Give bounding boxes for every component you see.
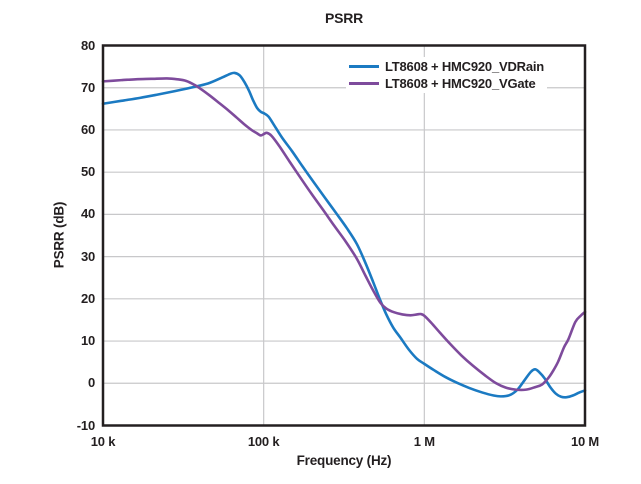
- legend-item-vgate: LT8608 + HMC920_VGate: [349, 75, 544, 92]
- legend-swatch-vdrain-line: [349, 65, 379, 68]
- legend-item-vdrain: LT8608 + HMC920_VDRain: [349, 58, 544, 75]
- y-axis-label: PSRR (dB): [51, 201, 67, 269]
- legend-label-vgate: LT8608 + HMC920_VGate: [385, 76, 536, 91]
- legend-swatch-vgate-line: [349, 82, 379, 85]
- y-tick-label: 70: [80, 79, 95, 95]
- y-tick-label: 40: [80, 206, 95, 222]
- y-tick-label: 60: [80, 121, 95, 137]
- series-line-vdrain: [101, 71, 587, 399]
- x-tick-label: 100 k: [247, 434, 280, 449]
- y-tick-label: 20: [80, 290, 95, 306]
- legend: LT8608 + HMC920_VDRain LT8608 + HMC920_V…: [346, 57, 548, 93]
- chart-title: PSRR: [324, 10, 364, 26]
- series-line-vgate: [101, 77, 587, 392]
- x-axis-label: Frequency (Hz): [296, 453, 392, 468]
- y-tick-label: -10: [76, 417, 95, 433]
- plot-border: [101, 44, 587, 427]
- y-tick-label: 10: [80, 333, 95, 349]
- x-tick-label: 10 k: [90, 434, 116, 449]
- y-tick-label: 80: [80, 37, 95, 53]
- x-tick-label: 1 M: [413, 434, 435, 449]
- y-tick-label: 50: [80, 164, 95, 180]
- x-tick-label: 10 M: [570, 434, 600, 449]
- legend-label-vdrain: LT8608 + HMC920_VDRain: [385, 59, 545, 74]
- y-tick-label: 0: [87, 375, 95, 391]
- y-tick-label: 30: [80, 248, 95, 264]
